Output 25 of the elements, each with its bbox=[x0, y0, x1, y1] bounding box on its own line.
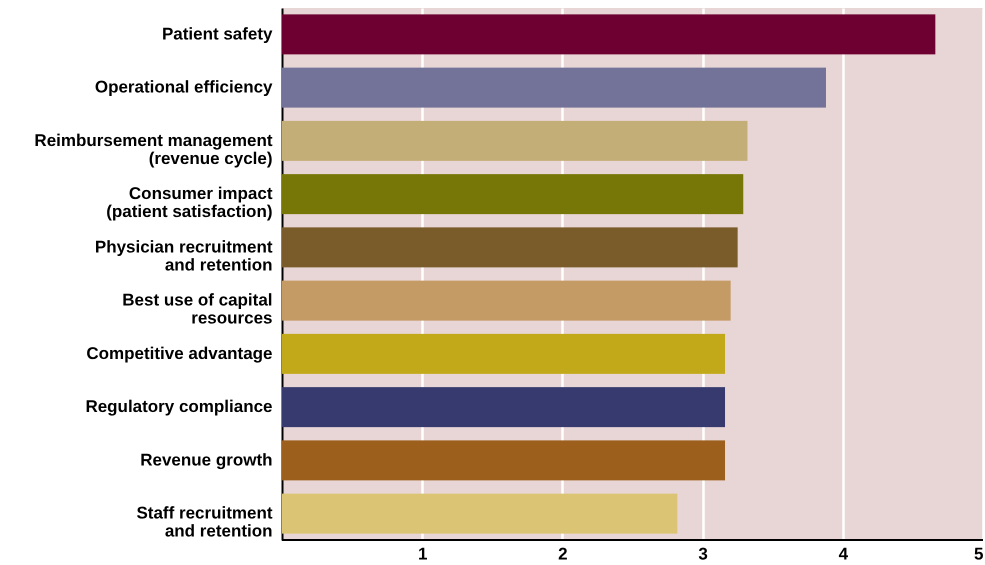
y-tick-label: Patient safety bbox=[162, 24, 274, 44]
y-tick-label: Staff recruitment and retention bbox=[136, 504, 273, 541]
bar bbox=[282, 120, 748, 161]
bar bbox=[282, 14, 936, 54]
y-tick-label: Revenue growth bbox=[140, 450, 272, 470]
y-tick-label: Consumer impact (patient satisfaction) bbox=[106, 184, 273, 222]
bar bbox=[282, 440, 726, 480]
x-tick-label: 1 bbox=[418, 544, 428, 564]
bar bbox=[282, 68, 826, 108]
bar bbox=[282, 387, 726, 428]
x-tick-label: 2 bbox=[558, 544, 568, 564]
y-tick-label: Competitive advantage bbox=[86, 344, 272, 363]
y-tick-label: Physician recruitment and retention bbox=[94, 237, 273, 274]
y-tick-label: Regulatory compliance bbox=[85, 397, 272, 416]
y-tick-label: Reimbursement management (revenue cycle) bbox=[34, 130, 273, 168]
bar bbox=[282, 280, 731, 321]
bar bbox=[282, 227, 738, 268]
bar bbox=[282, 494, 678, 534]
y-tick-label: Best use of capital resources bbox=[122, 290, 272, 328]
x-tick-label: 4 bbox=[838, 544, 849, 564]
x-tick-label: 5 bbox=[974, 544, 984, 564]
bar bbox=[282, 174, 744, 214]
y-tick-label: Operational efficiency bbox=[94, 78, 274, 97]
bar bbox=[282, 334, 726, 374]
x-tick-label: 3 bbox=[698, 544, 708, 564]
